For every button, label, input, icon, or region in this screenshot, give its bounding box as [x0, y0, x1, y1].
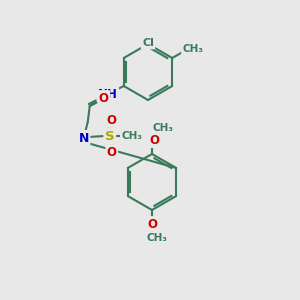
- Text: O: O: [149, 134, 159, 146]
- Text: Cl: Cl: [142, 38, 154, 48]
- Text: CH₃: CH₃: [182, 44, 203, 54]
- Text: CH₃: CH₃: [121, 131, 142, 141]
- Text: CH₃: CH₃: [152, 123, 173, 133]
- Text: CH₃: CH₃: [146, 233, 167, 243]
- Text: O: O: [107, 146, 117, 158]
- Text: O: O: [147, 218, 157, 230]
- Text: O: O: [99, 92, 109, 104]
- Text: O: O: [107, 113, 117, 127]
- Text: N: N: [79, 131, 89, 145]
- Text: S: S: [105, 130, 115, 142]
- Text: NH: NH: [98, 88, 118, 100]
